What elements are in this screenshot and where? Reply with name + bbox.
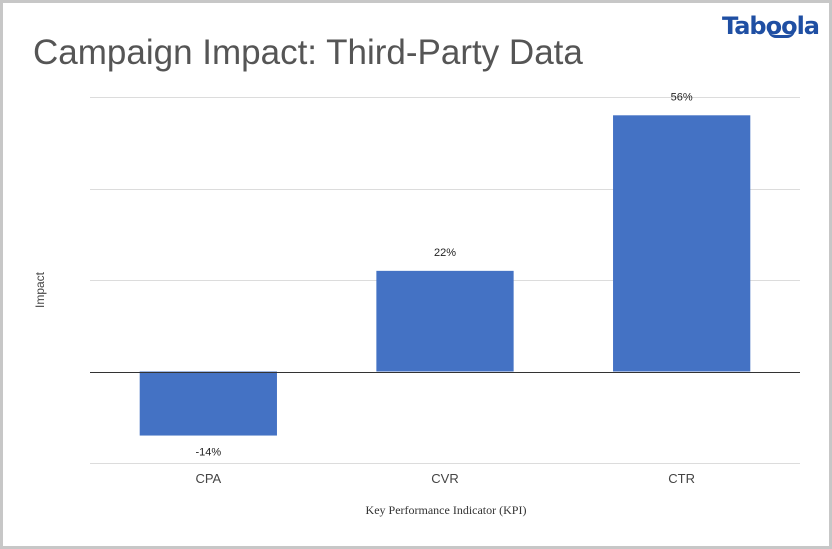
- bar-cpa: [139, 371, 277, 436]
- y-axis-label: Impact: [33, 271, 47, 308]
- x-axis-label: Key Performance Indicator (KPI): [366, 503, 527, 517]
- x-tick-labels: CPA CVR CTR: [195, 471, 695, 486]
- data-label-cvr: 22%: [434, 247, 456, 259]
- chart-title: Campaign Impact: Third-Party Data: [33, 33, 583, 72]
- bar-cvr: [376, 270, 514, 372]
- x-tick-label: CVR: [431, 471, 458, 486]
- data-label-ctr: 56%: [671, 91, 693, 103]
- bars: [139, 115, 751, 436]
- bar-ctr: [613, 115, 751, 372]
- data-labels: -14% 22% 56%: [195, 91, 692, 458]
- taboola-logo: Taboola: [721, 12, 820, 40]
- x-tick-label: CPA: [195, 471, 221, 486]
- x-tick-label: CTR: [668, 471, 695, 486]
- data-label-cpa: -14%: [195, 447, 221, 459]
